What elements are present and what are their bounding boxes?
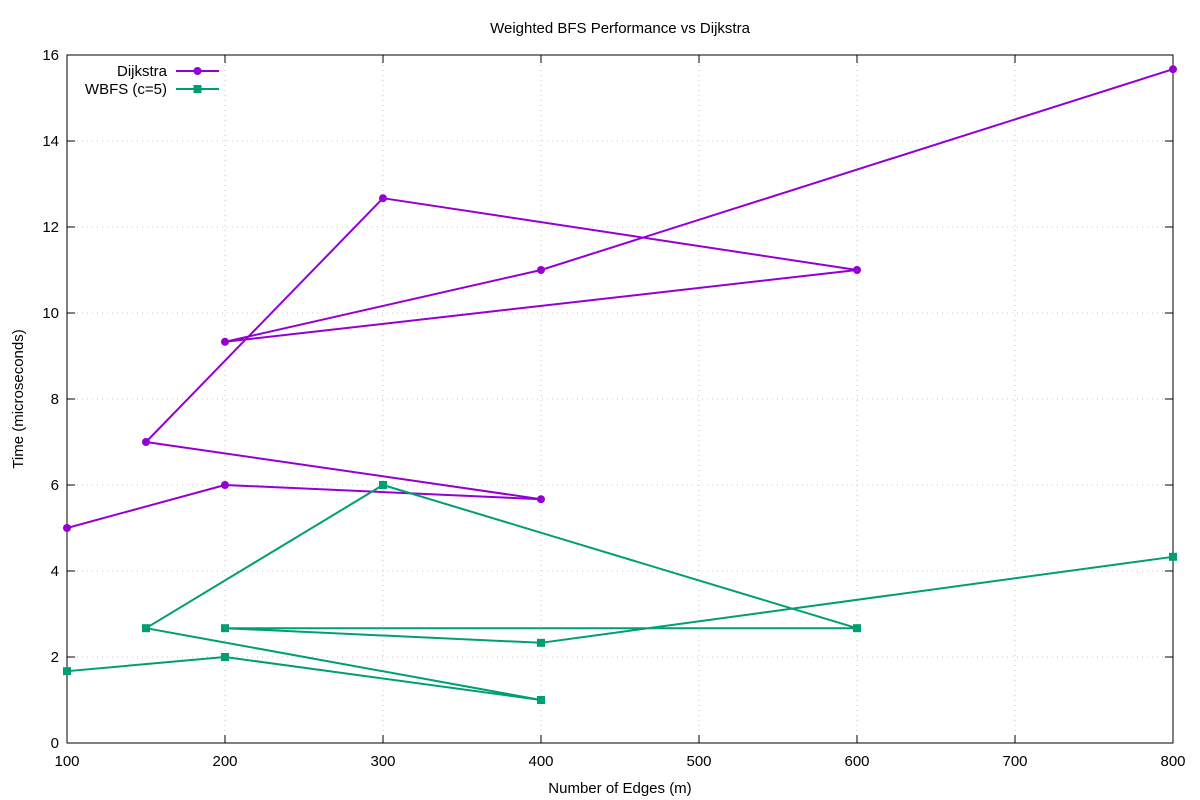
legend-item: WBFS (c=5) [85, 81, 219, 98]
data-point [537, 495, 545, 504]
data-point [142, 438, 150, 446]
data-point [142, 624, 150, 633]
y-tick-label: 14 [42, 133, 59, 150]
x-tick-label: 100 [54, 753, 79, 770]
data-point [221, 653, 229, 661]
y-tick-label: 2 [51, 649, 59, 666]
y-tick-label: 4 [51, 563, 59, 580]
x-tick-label: 700 [1002, 753, 1027, 770]
y-tick-label: 6 [51, 477, 59, 494]
legend-label: WBFS (c=5) [85, 81, 167, 98]
chart-title: Weighted BFS Performance vs Dijkstra [490, 20, 750, 37]
x-tick-label: 300 [370, 753, 395, 770]
series-1 [63, 481, 1177, 704]
data-point [537, 638, 545, 647]
series-line [66, 68, 1174, 529]
x-tick-label: 600 [844, 753, 869, 770]
y-tick-label: 0 [51, 735, 59, 752]
series-line [66, 484, 1174, 701]
data-point [853, 624, 861, 633]
series-layer [63, 65, 1177, 704]
x-tick-label: 800 [1160, 753, 1185, 770]
data-point [853, 266, 861, 274]
data-point [1169, 552, 1177, 561]
legend-marker [193, 67, 202, 75]
y-tick-label: 12 [42, 219, 59, 236]
data-point [221, 337, 229, 346]
data-point [221, 624, 229, 633]
x-axis-title: Number of Edges (m) [548, 780, 691, 797]
data-point [221, 481, 229, 489]
data-point [537, 696, 545, 704]
axis-ticks: 100 200 300 400 500 600 700 800 0 2 4 6 8 10 12 14 16 [42, 47, 1185, 770]
y-tick-label: 10 [42, 305, 59, 322]
x-tick-label: 400 [528, 753, 553, 770]
legend-item: Dijkstra [117, 63, 219, 80]
y-tick-label: 16 [42, 47, 59, 64]
data-point [1169, 65, 1177, 74]
data-point [537, 266, 545, 274]
y-tick-label: 8 [51, 391, 59, 408]
data-point [63, 524, 71, 532]
grid [67, 55, 1173, 743]
y-axis-title: Time (microseconds) [10, 329, 27, 468]
legend-marker [193, 85, 202, 93]
legend-label: Dijkstra [117, 63, 168, 80]
series-0 [63, 65, 1177, 532]
data-point [63, 667, 71, 676]
x-tick-label: 200 [212, 753, 237, 770]
data-point [379, 194, 387, 203]
data-point [379, 481, 387, 489]
x-tick-label: 500 [686, 753, 711, 770]
